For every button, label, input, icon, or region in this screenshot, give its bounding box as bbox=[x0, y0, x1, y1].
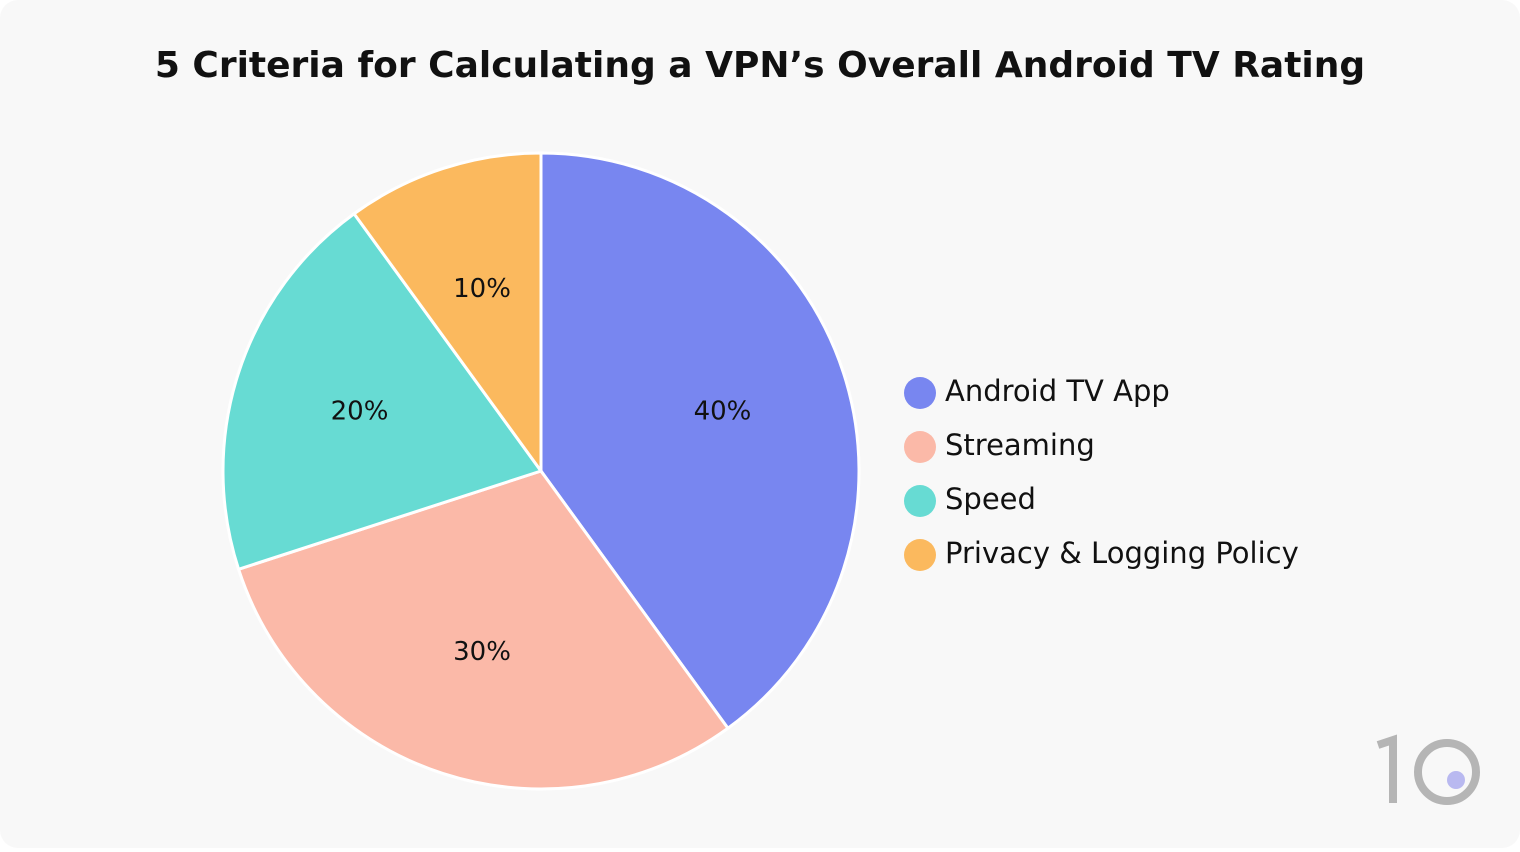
logo-dot bbox=[1447, 771, 1465, 789]
legend-swatch bbox=[904, 485, 936, 517]
legend-label: Privacy & Logging Policy bbox=[945, 536, 1299, 570]
data-label: 20% bbox=[331, 397, 389, 427]
chart-title: 5 Criteria for Calculating a VPN’s Overa… bbox=[155, 45, 1365, 86]
data-label: 40% bbox=[694, 397, 752, 427]
data-label: 30% bbox=[453, 637, 511, 667]
logo bbox=[1376, 734, 1480, 805]
pie-slice bbox=[539, 151, 861, 731]
data-label: 10% bbox=[453, 274, 511, 304]
legend-label: Streaming bbox=[945, 428, 1095, 462]
pie-slice bbox=[236, 469, 731, 791]
pie-slice bbox=[351, 151, 543, 476]
logo-one bbox=[1376, 734, 1397, 803]
legend-swatch bbox=[904, 431, 936, 463]
legend-swatch bbox=[904, 377, 936, 409]
legend-label: Android TV App bbox=[945, 374, 1170, 408]
legend-label: Speed bbox=[945, 482, 1036, 516]
pie-slice bbox=[221, 211, 544, 572]
legend-swatch bbox=[904, 539, 936, 571]
logo-zero bbox=[1414, 739, 1480, 805]
